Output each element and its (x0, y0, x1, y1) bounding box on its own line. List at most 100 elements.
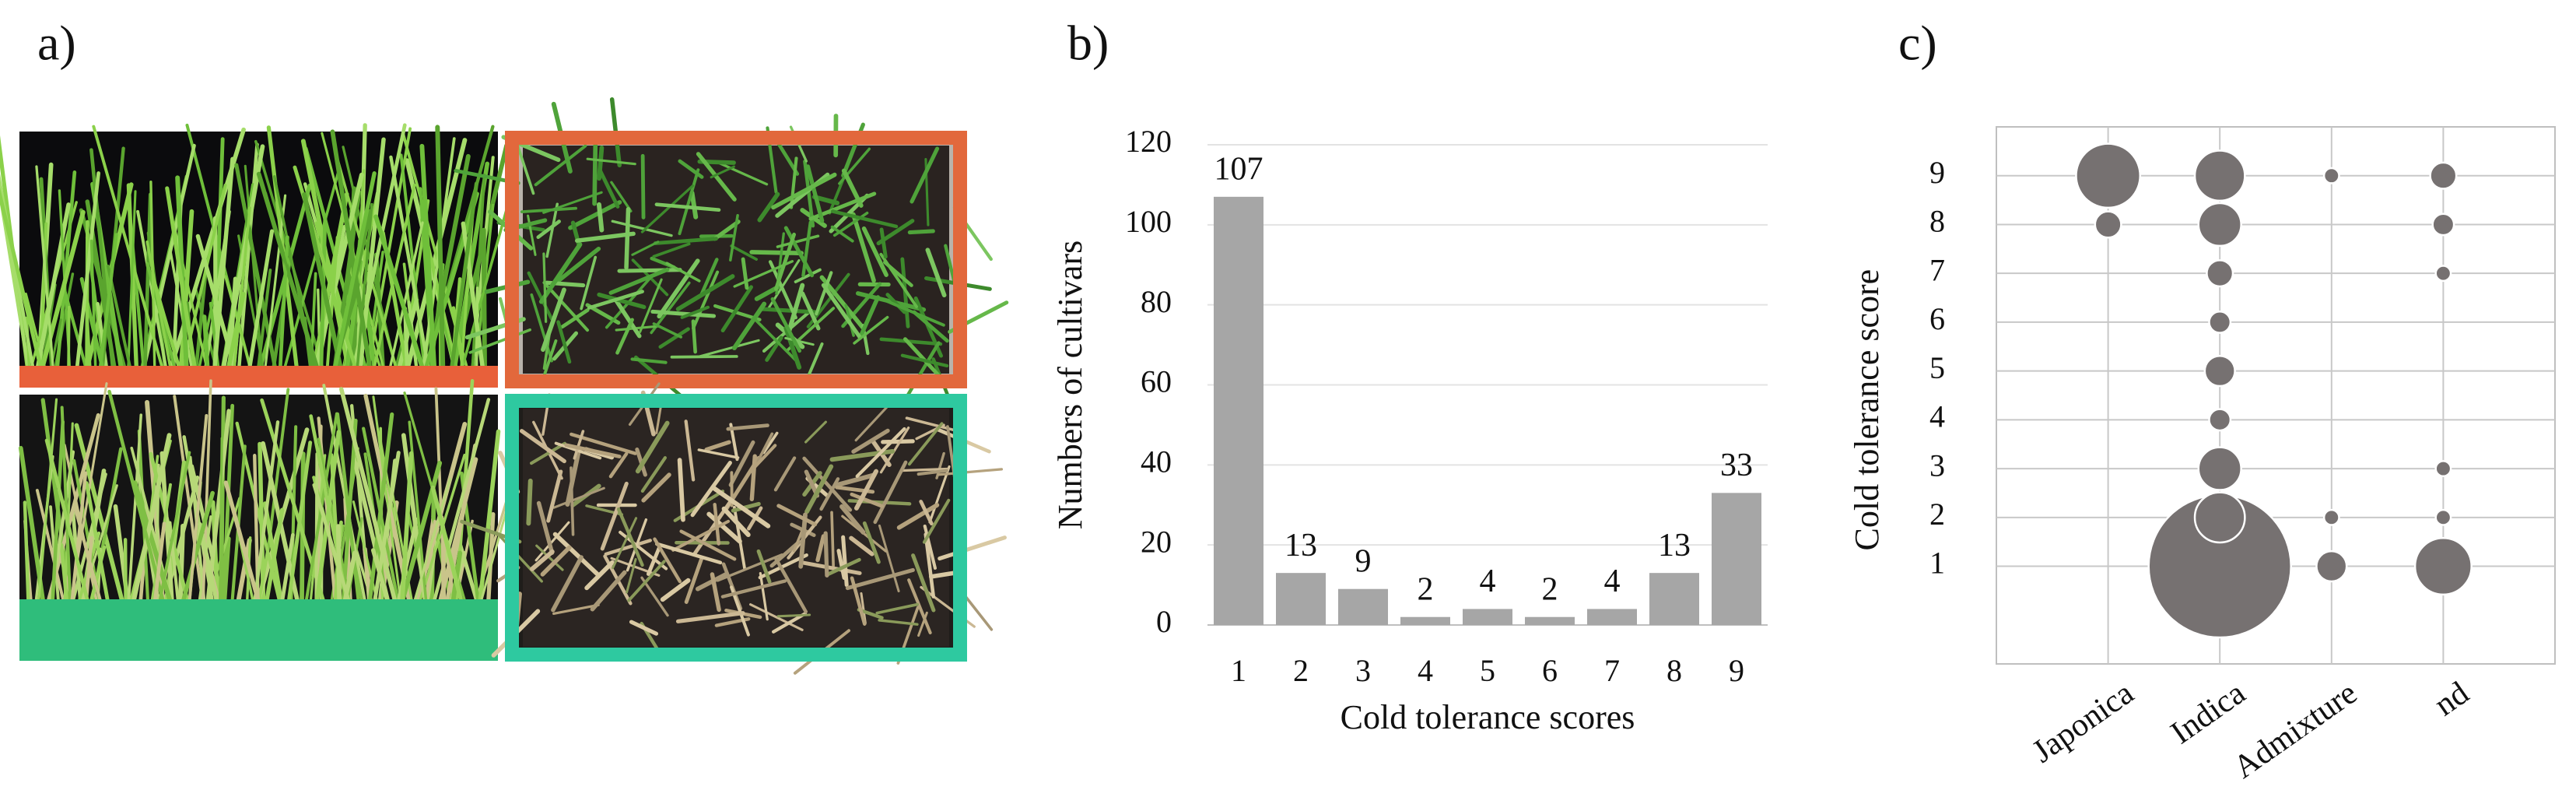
x-tick-label: nd (2428, 675, 2476, 723)
data-label: 13 (1658, 528, 1691, 564)
grass-blade (853, 315, 889, 345)
grass-blade (841, 535, 849, 588)
grass-blade (879, 252, 918, 308)
grass-blade (631, 241, 660, 256)
grass-blade (710, 572, 721, 613)
grass-blade (730, 244, 759, 262)
grass-blade (774, 232, 796, 291)
grass-blade (322, 384, 366, 601)
y-tick-label: 40 (1141, 444, 1172, 479)
grass-blade (905, 416, 961, 433)
grass-blade (815, 534, 826, 563)
grass-blade (610, 181, 633, 212)
grass-blade (333, 171, 377, 368)
grass-blade (538, 242, 583, 304)
grass-blade (564, 443, 622, 458)
grass-blade (850, 576, 867, 626)
grass-blade (253, 420, 280, 602)
grass-blade (762, 431, 779, 455)
grass-blade (608, 267, 670, 295)
grass-blade (635, 420, 670, 474)
grass-blade (541, 287, 566, 353)
grass-blade (63, 289, 87, 368)
grass-blade (696, 152, 737, 202)
grass-blade (400, 451, 414, 602)
x-tick-label: 6 (1542, 653, 1558, 688)
y-axis-title: Numbers of cultivars (1051, 241, 1089, 529)
grass-blade (468, 328, 531, 354)
grass-blade (803, 160, 815, 228)
grass-blade (218, 437, 223, 601)
grass-blade (741, 257, 749, 290)
grass-blade (804, 464, 834, 514)
bubble (2322, 167, 2340, 184)
bar (1649, 573, 1699, 625)
grass-blade (911, 553, 936, 613)
grass-blade (851, 428, 890, 454)
grass-blade (640, 456, 667, 493)
grass-blade (652, 322, 683, 339)
grass-blade (629, 620, 659, 636)
grass-blade (655, 542, 723, 565)
grass-blade (841, 168, 864, 208)
grass-blade (265, 507, 285, 602)
y-tick-label: 100 (1125, 204, 1172, 239)
grass-blade (769, 540, 801, 568)
grass-blade (684, 557, 703, 604)
grass-blade (675, 274, 735, 311)
grass-blade (613, 297, 642, 339)
x-tick-label: 1 (1231, 653, 1246, 688)
grass-blade (598, 167, 620, 209)
grass-blade (678, 168, 700, 236)
grass-blade (552, 532, 601, 578)
grass-blade (181, 490, 215, 602)
y-tick-label: 8 (1929, 204, 1945, 239)
x-tick-label: Japonica (2026, 675, 2140, 770)
grass-blade (615, 318, 634, 355)
grass-blade (850, 492, 884, 508)
grass-blade (758, 307, 820, 314)
grass-blade (520, 206, 578, 214)
y-tick-label: 6 (1929, 301, 1945, 336)
bubble (2434, 508, 2452, 526)
grass-blade (330, 129, 372, 368)
grass-blade (924, 532, 936, 599)
photos (0, 97, 1009, 675)
grass-blade (773, 456, 797, 492)
grass-blade (278, 235, 289, 368)
grass-blade (584, 560, 615, 591)
grass-blade (749, 603, 804, 631)
grass-blade (35, 165, 54, 367)
grass-blade (516, 144, 535, 195)
plot-frame (1996, 126, 2556, 665)
data-label: 4 (1480, 564, 1496, 599)
grass-blade (836, 549, 846, 580)
grass-blade (18, 445, 45, 602)
grass-blade (830, 209, 899, 229)
grass-blade (542, 252, 548, 323)
grass-blade (580, 255, 598, 311)
data-label: 9 (1355, 543, 1372, 579)
grass-blade (478, 429, 501, 602)
grass-blade (338, 387, 397, 602)
grass-blade (526, 478, 533, 526)
grass-blade (731, 501, 761, 513)
grass-blade (839, 504, 866, 535)
bubble (2075, 142, 2142, 209)
grass-blade (534, 144, 587, 187)
grass-blade (881, 439, 915, 444)
grass-blade (413, 477, 452, 601)
grass-blade (771, 172, 837, 210)
y-tick-label: 120 (1125, 124, 1172, 159)
y-axis-title: Cold tolerance score (1848, 269, 1886, 551)
grass-blade (312, 483, 350, 602)
y-tick-label: 20 (1141, 524, 1172, 559)
grass-blade (36, 202, 71, 368)
bubble (2413, 537, 2473, 596)
grass-blade (0, 187, 43, 368)
grass-blade (325, 235, 339, 367)
grass-blade (855, 427, 906, 478)
grass-blade (280, 532, 295, 602)
grass-blade (823, 531, 829, 578)
grass-blade (658, 327, 690, 349)
